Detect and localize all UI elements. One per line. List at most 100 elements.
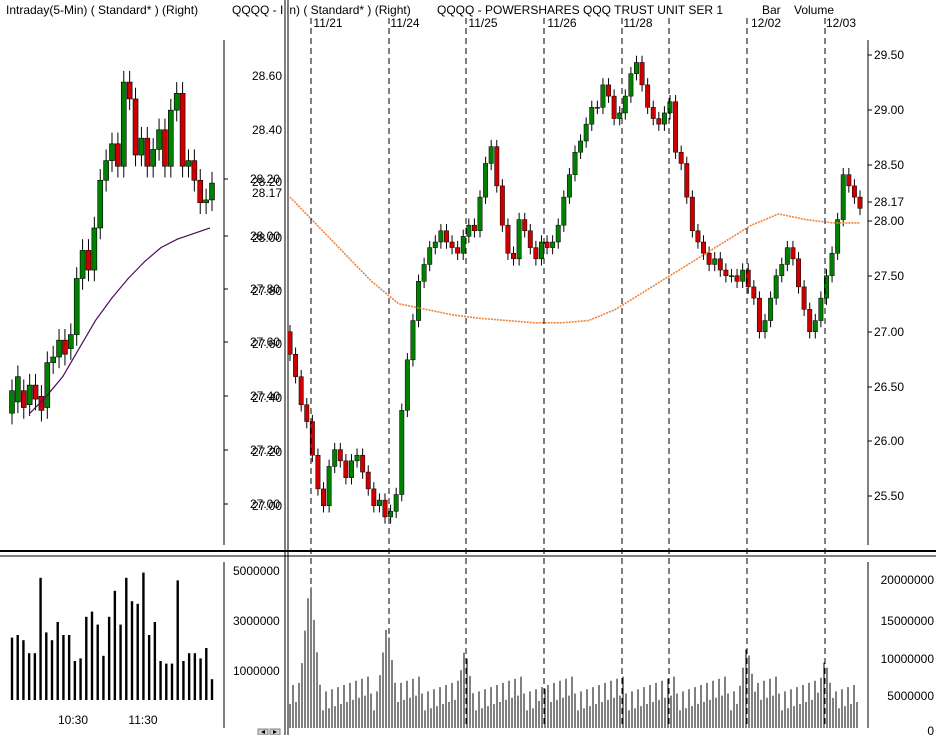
candle-body: [404, 359, 410, 411]
scroll-right-button[interactable]: [269, 728, 281, 736]
candle-body: [745, 269, 751, 288]
candle-body: [293, 353, 299, 377]
volume-bar: [22, 640, 25, 700]
hourly-price-tick: 28.20: [252, 175, 282, 189]
candle-body: [701, 241, 706, 254]
left-price-tick: 27.00: [250, 497, 280, 511]
candle-body: [393, 494, 399, 512]
candle-body: [432, 241, 438, 248]
candle-body: [73, 278, 80, 335]
moving-average-line: [29, 227, 211, 414]
volume-bar: [210, 679, 214, 700]
right-price-tick: 27.00: [874, 325, 904, 339]
volume-bar: [73, 661, 77, 700]
candle-body: [812, 320, 818, 333]
moving-average-line: [289, 196, 860, 324]
right-volume-tick: 10000000: [881, 652, 935, 666]
candle-body: [9, 390, 15, 414]
volume-bar: [62, 635, 65, 700]
candle-body: [109, 143, 115, 161]
volume-bar: [102, 655, 105, 700]
left-volume-tick: 5000000: [233, 564, 280, 578]
scroll-left-icon: [261, 730, 265, 734]
right-volume-tick: 15000000: [881, 614, 935, 628]
candle-body: [203, 199, 209, 204]
candle-body: [522, 219, 528, 232]
right-price-tick: 28.17: [874, 195, 904, 209]
volume-bar: [199, 658, 202, 700]
candle-body: [103, 160, 109, 181]
candle-body: [706, 252, 712, 265]
candle-body: [315, 454, 321, 490]
volume-bar: [33, 653, 37, 700]
candle-body: [399, 410, 405, 495]
candle-body: [438, 230, 444, 243]
volume-bar: [130, 601, 134, 700]
candle-body: [600, 84, 606, 108]
scroll-left-button[interactable]: [257, 728, 269, 736]
left-volume-tick: 1000000: [233, 664, 280, 678]
right-price-tick: 29.50: [874, 48, 904, 62]
candle-body: [483, 163, 489, 198]
candle-body: [120, 81, 127, 167]
right-price-tick: 28.50: [874, 158, 904, 172]
candle-body: [62, 339, 68, 355]
candle-body: [818, 297, 824, 321]
volume-bar: [90, 611, 94, 700]
candle-body: [712, 258, 718, 265]
candle-body: [460, 236, 466, 254]
volume-bar: [56, 622, 59, 700]
right-price-tick: 29.00: [874, 103, 904, 117]
candle-body: [97, 179, 104, 229]
date-label: 11/25: [468, 16, 497, 30]
volume-bar: [107, 616, 111, 700]
candle-body: [360, 454, 366, 473]
candle-body: [550, 241, 556, 248]
candle-body: [144, 137, 151, 167]
date-label: 12/03: [826, 16, 856, 30]
volume-bar: [27, 653, 31, 700]
candle-body: [332, 449, 338, 467]
axis-labels: 28.20 28.00 27.80 27.60 27.40 27.20 27.00 50000…: [58, 16, 935, 738]
volume-bar: [142, 572, 145, 700]
candle-body: [656, 118, 662, 125]
candle-body: [365, 471, 371, 490]
candle-body: [382, 499, 388, 518]
candle-body: [589, 107, 595, 125]
right-panel-title: QQQQ - POWERSHARES QQQ TRUST UNIT SER 1: [437, 3, 723, 17]
candle-body: [115, 143, 121, 167]
candle-body: [667, 101, 673, 114]
candle-body: [650, 107, 656, 119]
candle-body: [645, 84, 651, 108]
candle-body: [179, 93, 186, 167]
right-volume-tick: 5000000: [887, 689, 934, 703]
right-price-tick: 26.00: [874, 434, 904, 448]
right-volume-tick: 0: [927, 724, 934, 735]
volume-bar: [39, 577, 42, 700]
candle-body: [388, 511, 394, 518]
candle-body: [32, 384, 39, 400]
candle-body: [209, 182, 215, 201]
candle-body: [56, 339, 62, 358]
candle-body: [756, 297, 762, 333]
volume-bar: [67, 635, 71, 700]
candle-body: [784, 247, 790, 265]
volume-bar: [176, 580, 179, 700]
volume-bar: [136, 603, 139, 700]
candle-body: [639, 62, 645, 86]
hourly-price-tick: 27.00: [252, 499, 282, 513]
candle-body: [779, 264, 785, 276]
candle-body: [723, 269, 729, 276]
candle-body: [516, 219, 522, 260]
left-panel-title: Intraday(5-Min) ( Standard* ) (Right): [6, 3, 198, 17]
candle-body: [287, 331, 293, 355]
hourly-candles: [287, 18, 863, 728]
candle-body: [449, 241, 455, 248]
candle-body: [807, 309, 813, 333]
date-label: 11/24: [390, 16, 419, 30]
candle-body: [840, 174, 846, 220]
candle-body: [427, 247, 433, 265]
candle-body: [684, 163, 690, 198]
hourly-volume-bars: [289, 587, 858, 728]
date-label: 11/26: [547, 16, 576, 30]
